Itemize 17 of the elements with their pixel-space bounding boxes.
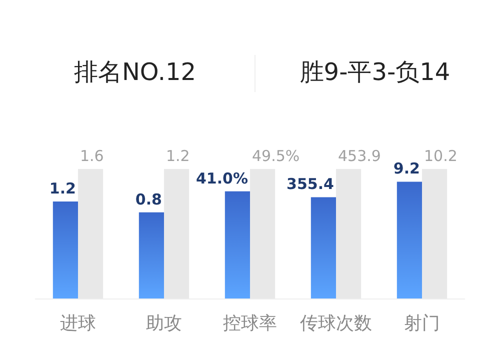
data-label: 1.2 xyxy=(49,180,76,198)
data-label: 9.2 xyxy=(393,160,420,178)
text: 排名NO.12 xyxy=(74,58,196,86)
x-tick-label: 射门 xyxy=(404,313,440,334)
data-label: 10.2 xyxy=(424,147,458,165)
data-label: 453.9 xyxy=(338,147,381,165)
data-label: 1.6 xyxy=(80,147,104,165)
x-tick-label: 进球 xyxy=(60,313,96,334)
x-tick-label: 助攻 xyxy=(146,313,182,334)
text: 胜9-平3-负14 xyxy=(300,58,450,86)
data-label: 41.0% xyxy=(196,169,248,188)
data-label: 1.2 xyxy=(166,147,190,165)
x-tick-label: 传球次数 xyxy=(300,313,372,334)
data-label: 0.8 xyxy=(135,190,162,208)
data-label: 49.5% xyxy=(252,147,300,165)
x-tick-label: 控球率 xyxy=(223,313,277,334)
data-label: 355.4 xyxy=(286,175,334,194)
